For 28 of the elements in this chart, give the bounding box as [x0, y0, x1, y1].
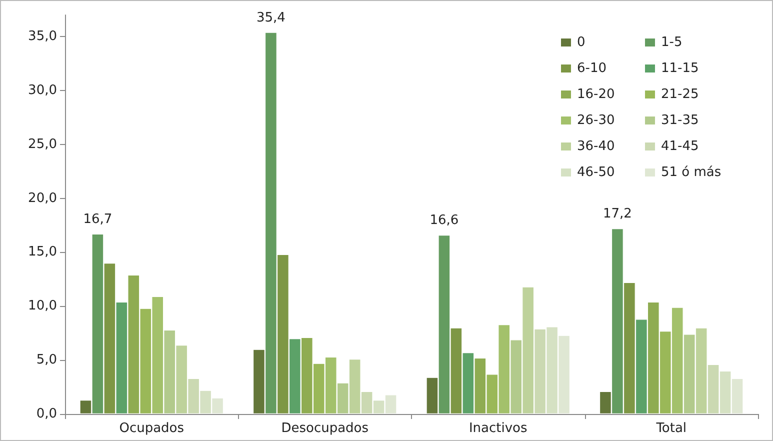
legend-label: 51 ó más [661, 165, 722, 180]
data-label: 35,4 [256, 10, 286, 26]
y-tick-label: 0,0 [36, 406, 57, 422]
y-tick-label: 20,0 [28, 190, 57, 206]
legend-label: 6-10 [577, 61, 607, 76]
y-tick-label: 15,0 [28, 244, 57, 260]
legend-label: 46-50 [577, 165, 615, 180]
y-tick-label: 10,0 [28, 298, 57, 314]
data-label: 16,7 [83, 212, 112, 227]
y-tick-label: 5,0 [36, 352, 57, 368]
y-tick-label: 30,0 [28, 82, 57, 98]
legend-label: 21-25 [661, 87, 699, 102]
data-label: 17,2 [602, 206, 632, 222]
legend-label: 36-40 [577, 139, 615, 154]
legend-label: 16-20 [577, 87, 615, 102]
x-tick-label: Inactivos [468, 421, 528, 436]
legend-label: 26-30 [577, 113, 615, 128]
data-label: 16,6 [430, 212, 459, 228]
legend-label: 11-15 [661, 61, 699, 76]
x-tick-label: Desocupados [281, 421, 369, 436]
y-tick-label: 35,0 [28, 29, 57, 44]
x-tick-label: Ocupados [119, 421, 184, 436]
legend-label: 31-35 [661, 113, 699, 128]
legend-label: 0 [577, 35, 586, 50]
y-tick-label: 25,0 [28, 136, 57, 152]
legend-label: 41-45 [661, 139, 699, 154]
legend-label: 1-5 [661, 35, 682, 50]
x-tick-label: Total [655, 421, 687, 436]
